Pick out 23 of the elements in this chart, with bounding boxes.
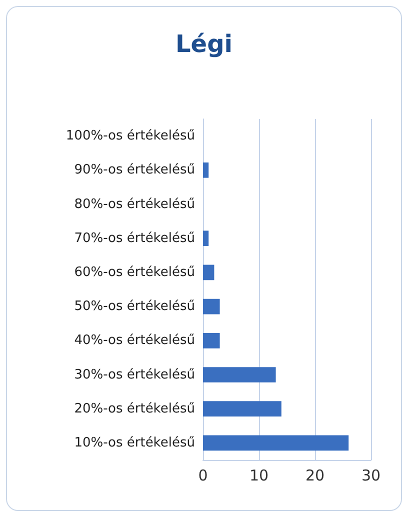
y-tick-label: 100%-os értékelésű: [66, 128, 195, 144]
bar: [203, 298, 220, 314]
y-tick-label: 20%-os értékelésű: [74, 401, 195, 416]
bar: [203, 435, 349, 451]
bar: [203, 264, 214, 280]
y-tick-label: 10%-os értékelésű: [74, 435, 195, 450]
y-tick-label: 90%-os értékelésű: [74, 162, 195, 178]
y-tick-label: 30%-os értékelésű: [74, 367, 195, 382]
y-tick-label: 40%-os értékelésű: [74, 333, 195, 348]
bar: [203, 401, 282, 417]
y-tick-label: 50%-os értékelésű: [74, 299, 195, 314]
x-tick-label: 30: [361, 466, 381, 484]
bar: [203, 230, 209, 246]
bar: [203, 367, 276, 382]
y-tick-label: 60%-os értékelésű: [74, 264, 195, 280]
x-tick-label: 10: [249, 466, 269, 484]
bar: [203, 162, 209, 178]
x-tick-label: 20: [305, 466, 325, 484]
y-tick-label: 70%-os értékelésű: [74, 230, 195, 246]
y-tick-label: 80%-os értékelésű: [74, 196, 195, 212]
chart-title: Légi: [176, 30, 232, 58]
x-tick-label: 0: [198, 466, 208, 484]
bar: [203, 332, 220, 348]
